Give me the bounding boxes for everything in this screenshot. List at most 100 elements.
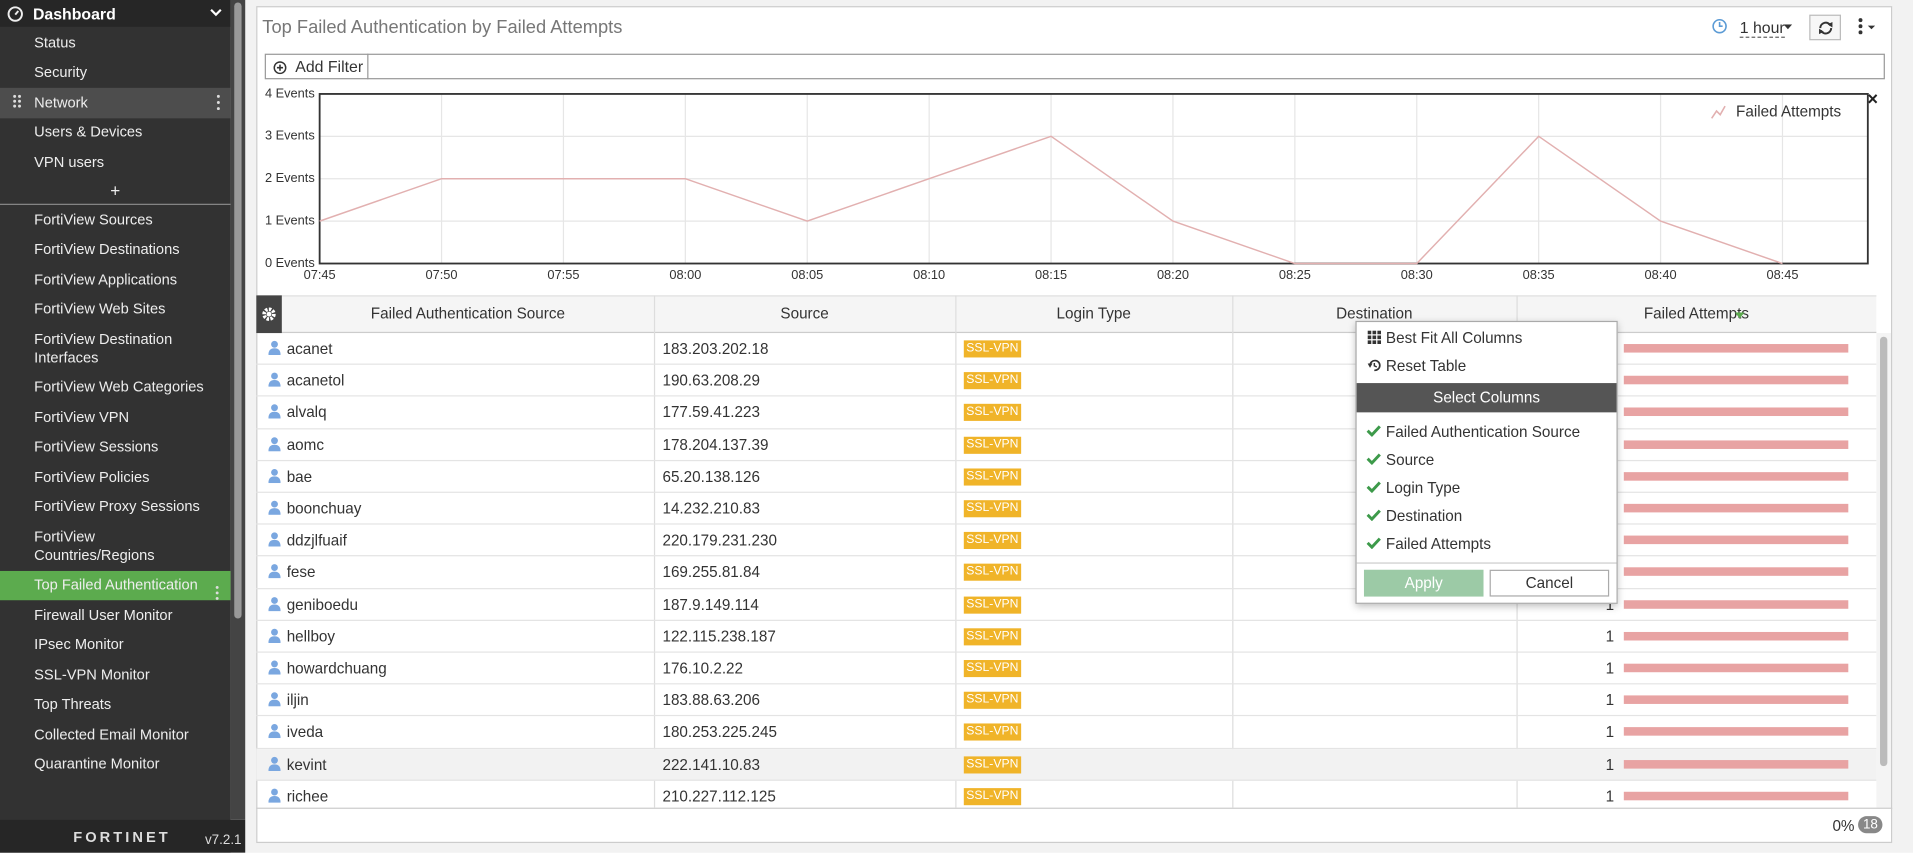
nav-item[interactable]: SSL-VPN Monitor: [0, 660, 204, 690]
nav-item[interactable]: Users & Devices: [0, 118, 204, 148]
nav-label: Quarantine Monitor: [34, 755, 160, 773]
widget-title: Top Failed Authentication by Failed Atte…: [262, 17, 623, 38]
nav-item[interactable]: FortiView Applications: [0, 265, 204, 295]
add-dashboard[interactable]: +: [110, 180, 121, 201]
nav-item[interactable]: Top Failed Authentication: [0, 570, 231, 601]
dot: [215, 585, 219, 589]
nav-item[interactable]: Status: [0, 28, 204, 58]
nav-item[interactable]: IPsec Monitor: [0, 630, 204, 660]
user-name: iljin: [286, 691, 309, 710]
table-row[interactable]: kevint 222.141.10.83 SSL-VPN 1: [256, 748, 1877, 781]
source-ip: 210.227.112.125: [662, 787, 776, 805]
nav-item[interactable]: VPN users: [0, 148, 204, 178]
version: v7.2.1: [204, 833, 242, 848]
close-chart[interactable]: ×: [1867, 88, 1878, 109]
time-range[interactable]: 1 hour: [1739, 18, 1785, 38]
action-icon: [1367, 330, 1382, 345]
table-row[interactable]: richee 210.227.112.125 SSL-VPN 1: [256, 781, 1876, 808]
nav-item[interactable]: Network: [0, 87, 231, 118]
login-type: SSL-VPN: [963, 691, 1021, 710]
nav-item[interactable]: FortiView Proxy Sessions: [0, 492, 204, 522]
user-icon: [268, 692, 281, 707]
nav-item[interactable]: Top Threats: [0, 690, 204, 720]
nav-item[interactable]: Firewall User Monitor: [0, 600, 204, 630]
user-name: kevint: [286, 755, 327, 773]
nav-label: Status: [34, 33, 76, 51]
x-tick-label: 07:45: [304, 267, 336, 282]
menu-action[interactable]: Best Fit All Columns: [1357, 326, 1617, 353]
attempts-bar: [1623, 631, 1849, 641]
column-option[interactable]: Failed Attempts: [1357, 532, 1617, 559]
nav-item[interactable]: FortiView Web Categories: [0, 373, 204, 403]
source-ip: 183.203.202.18: [662, 340, 769, 358]
apply-button[interactable]: Apply: [1363, 569, 1484, 597]
column-header[interactable]: Failed Authentication Source: [370, 305, 565, 323]
x-tick-label: 08:35: [1523, 267, 1555, 282]
nav-item[interactable]: Quarantine Monitor: [0, 750, 204, 780]
nav-item[interactable]: Collected Email Monitor: [0, 720, 204, 750]
refresh-button[interactable]: [1809, 14, 1841, 41]
nav-item[interactable]: FortiView Web Sites: [0, 295, 204, 325]
column-header[interactable]: Login Type: [1056, 305, 1131, 323]
login-type: SSL-VPN: [963, 340, 1021, 358]
scroll-thumb[interactable]: [1880, 336, 1888, 767]
sort-indicator: [1734, 312, 1745, 319]
nav-label: FortiView Sources: [34, 210, 153, 228]
more-menu[interactable]: [1856, 17, 1878, 37]
column-option[interactable]: Destination: [1357, 504, 1617, 531]
nav-item[interactable]: FortiView Sources: [0, 205, 204, 235]
column-header[interactable]: Destination: [1336, 305, 1413, 323]
table-scrollbar: [1876, 333, 1891, 808]
nav-label: VPN users: [34, 153, 105, 171]
table-row[interactable]: iveda 180.253.225.245 SSL-VPN 1: [256, 717, 1877, 749]
source-ip: 180.253.225.245: [662, 723, 777, 742]
y-tick-label: 4 Events: [265, 85, 315, 100]
user-name: acanetol: [286, 372, 345, 390]
separator: [0, 203, 231, 205]
login-type: SSL-VPN: [963, 596, 1021, 614]
column-option[interactable]: Failed Authentication Source: [1357, 420, 1617, 447]
table: Failed Authentication Source Source Login …: [256, 295, 1892, 808]
nav-item[interactable]: FortiView Sessions: [0, 432, 204, 462]
column-header[interactable]: Failed Attempts: [1643, 305, 1749, 323]
drag-handle: [13, 94, 21, 108]
table-row[interactable]: howardchuang 176.10.2.22 SSL-VPN 1: [256, 653, 1877, 685]
column-settings[interactable]: [256, 295, 282, 334]
nav-item[interactable]: FortiView Destinations: [0, 235, 204, 265]
cancel-button[interactable]: Cancel: [1489, 569, 1610, 597]
x-tick-label: 08:25: [1279, 267, 1311, 282]
scroll-thumb[interactable]: [234, 2, 242, 619]
login-type: SSL-VPN: [963, 564, 1021, 582]
nav-item[interactable]: Security: [0, 58, 204, 88]
user-name: boonchuay: [286, 500, 362, 518]
nav-item[interactable]: FortiView Policies: [0, 462, 204, 492]
nav-item[interactable]: FortiView Countries/Regions: [0, 522, 204, 570]
column-option[interactable]: Login Type: [1357, 476, 1617, 503]
add-filter[interactable]: Add Filter: [292, 53, 369, 80]
attempts-bar: [1623, 503, 1849, 513]
user-icon: [268, 532, 281, 547]
nav-item[interactable]: FortiView VPN: [0, 403, 204, 433]
user-name: aomc: [286, 436, 325, 454]
user-name: geniboedu: [286, 596, 358, 614]
source-ip: 187.9.149.114: [662, 596, 759, 614]
login-type: SSL-VPN: [963, 372, 1021, 390]
sidebar-header[interactable]: Dashboard: [0, 0, 231, 27]
column-option[interactable]: Source: [1357, 448, 1617, 475]
filter-bar[interactable]: Add Filter: [264, 53, 1885, 80]
table-row[interactable]: geniboedu 187.9.149.114 SSL-VPN 1: [256, 589, 1877, 621]
nav-item[interactable]: FortiView Destination Interfaces: [0, 325, 204, 373]
column-header[interactable]: Source: [780, 305, 829, 323]
table-row[interactable]: hellboy 122.115.238.187 SSL-VPN 1: [256, 621, 1877, 653]
nav-label: Collected Email Monitor: [34, 725, 189, 743]
table-row[interactable]: iljin 183.88.63.206 SSL-VPN 1: [256, 685, 1877, 717]
menu-action[interactable]: Reset Table: [1357, 353, 1617, 380]
